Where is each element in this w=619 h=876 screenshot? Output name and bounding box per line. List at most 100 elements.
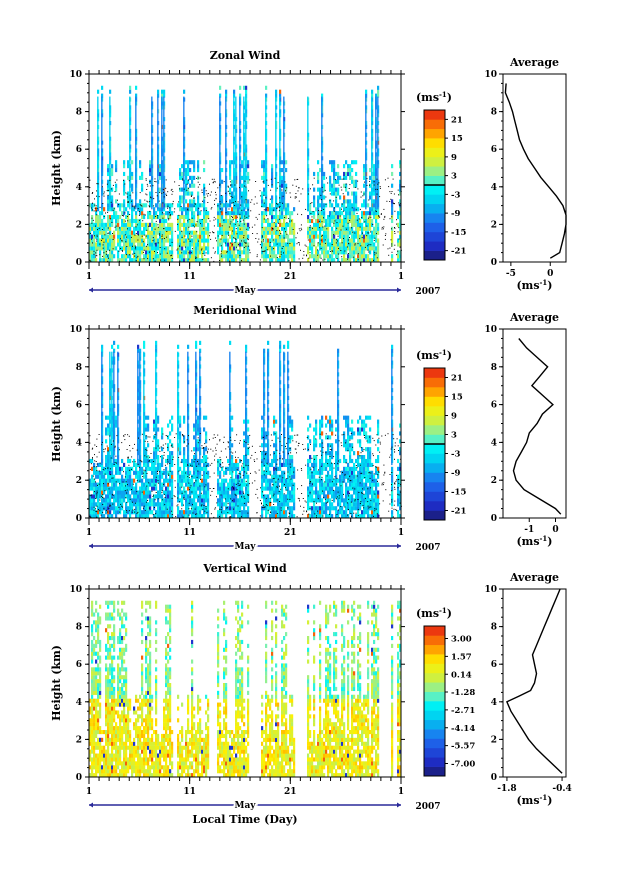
- colorbar-tick-label: 9: [451, 153, 457, 163]
- y-tick-label: 2: [76, 220, 82, 230]
- colorbar-tick-label: -3: [451, 450, 461, 460]
- profile-y-tick-label: 6: [491, 660, 497, 670]
- profile-y-tick-label: 10: [484, 325, 497, 335]
- profile-y-tick-label: 10: [484, 585, 497, 595]
- y-tick-label: 4: [76, 698, 82, 708]
- x-tick-label: 1: [86, 528, 92, 538]
- profile-y-tick-label: 0: [491, 773, 497, 783]
- colorbar-tick-label: 9: [451, 412, 457, 422]
- heatmap-field: [89, 340, 402, 519]
- month-label: May: [234, 286, 256, 296]
- colorbar: 21 15 9 3 -3 -9 -15 -21 (ms-1): [416, 90, 466, 261]
- colorbar-unit-label: (ms-1): [416, 348, 452, 362]
- colorbar-tick-label: -3: [451, 190, 461, 200]
- x-tick-label: 21: [284, 787, 297, 797]
- x-tick-label: 11: [183, 528, 196, 538]
- profile-y-tick-label: 0: [491, 258, 497, 268]
- colorbar-tick-label: -2.71: [451, 706, 475, 716]
- panel-title: Vertical Wind: [202, 562, 287, 575]
- y-tick-label: 2: [76, 476, 82, 486]
- y-tick-label: 8: [76, 623, 82, 633]
- year-label: 2007: [415, 802, 440, 812]
- y-axis: 0 2 4 6 8 10: [69, 325, 405, 524]
- y-axis: 0 2 4 6 8 10: [69, 70, 405, 268]
- x-tick-label: 1: [398, 272, 404, 282]
- profile-x-label: (ms-1): [516, 534, 552, 548]
- y-tick-label: 6: [76, 145, 82, 155]
- y-tick-label: 0: [76, 258, 82, 268]
- profile-frame: [502, 328, 567, 519]
- colorbar-tick-label: 21: [451, 115, 463, 125]
- profile-title: Average: [509, 56, 559, 69]
- profile-title: Average: [509, 311, 559, 324]
- profile-y-tick-label: 6: [491, 401, 497, 411]
- profile-y-tick-label: 2: [491, 735, 497, 745]
- colorbar-tick-label: -21: [451, 507, 466, 517]
- profile-x-tick-label: -1: [524, 525, 534, 535]
- colorbar: 3.00 1.57 0.14 -1.28 -2.71 -4.14 -5.57 -7.00 (ms…: [416, 606, 475, 777]
- colorbar-tick-label: -21: [451, 247, 466, 257]
- heatmap-field: [89, 600, 402, 778]
- profile-x-label: (ms-1): [516, 793, 552, 807]
- profile-title: Average: [509, 571, 559, 584]
- x-tick-label: 1: [86, 787, 92, 797]
- profile-x-tick-label: -5: [506, 269, 516, 279]
- profile-x-tick-label: -0.4: [552, 784, 571, 794]
- year-label: 2007: [415, 543, 440, 553]
- profile-y-tick-label: 8: [491, 108, 497, 118]
- y-axis: 0 2 4 6 8 10: [69, 585, 405, 783]
- colorbar-tick-label: 3: [451, 431, 457, 441]
- profile-line: [504, 83, 567, 259]
- profile-y-tick-label: 8: [491, 363, 497, 373]
- y-tick-label: 10: [69, 325, 82, 335]
- x-tick-label: 21: [284, 272, 297, 282]
- panel-title: Meridional Wind: [193, 304, 297, 317]
- profile-x-tick-label: 0: [552, 525, 558, 535]
- x-axis-label: Local Time (Day): [192, 813, 297, 826]
- profile-x-tick-label: 0: [547, 269, 553, 279]
- profile-y-tick-label: 4: [491, 183, 497, 193]
- profile-line: [505, 588, 563, 774]
- profile-y-tick-label: 2: [491, 220, 497, 230]
- colorbar-tick-label: -15: [451, 488, 466, 498]
- panel-title: Zonal Wind: [210, 49, 281, 62]
- y-tick-label: 0: [76, 773, 82, 783]
- y-tick-label: 4: [76, 183, 82, 193]
- colorbar-tick-label: 1.57: [451, 652, 472, 662]
- colorbar-tick-label: -4.14: [451, 724, 475, 734]
- colorbar-tick-label: -9: [451, 469, 461, 479]
- y-axis-label: Height (km): [50, 386, 63, 462]
- y-tick-label: 4: [76, 438, 82, 448]
- profile-y-tick-label: 8: [491, 623, 497, 633]
- colorbar-tick-label: 0.14: [451, 670, 472, 680]
- x-tick-label: 11: [183, 272, 196, 282]
- profile-y-tick-label: 0: [491, 514, 497, 524]
- month-label: May: [234, 542, 256, 552]
- colorbar-tick-label: -9: [451, 209, 461, 219]
- heatmap-field: [89, 85, 402, 263]
- profile-y-tick-label: 6: [491, 145, 497, 155]
- colorbar-unit-label: (ms-1): [416, 90, 452, 104]
- colorbar-tick-label: -7.00: [451, 760, 475, 770]
- y-tick-label: 10: [69, 585, 82, 595]
- y-axis-label: Height (km): [50, 130, 63, 206]
- x-tick-label: 1: [86, 272, 92, 282]
- profile-y-tick-label: 4: [491, 438, 497, 448]
- profile-x-label: (ms-1): [516, 278, 552, 292]
- colorbar-tick-label: -5.57: [451, 742, 475, 752]
- y-tick-label: 6: [76, 660, 82, 670]
- profile-plot: Average 0 2 4 6 8 10 -1.8 -0.4(ms-1): [484, 571, 571, 807]
- colorbar: 21 15 9 3 -3 -9 -15 -21 (ms-1): [416, 348, 466, 521]
- colorbar-tick-label: -15: [451, 228, 466, 238]
- y-tick-label: 10: [69, 70, 82, 80]
- y-axis-label: Height (km): [50, 645, 63, 721]
